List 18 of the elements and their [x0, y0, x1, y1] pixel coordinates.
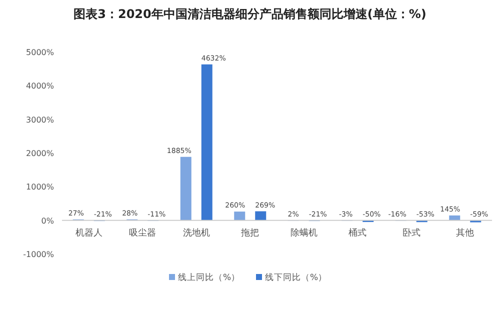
x-tick-label: 洗地机	[182, 227, 210, 238]
legend-label: 线下同比（%）	[265, 272, 328, 283]
y-tick-label: 0%	[41, 216, 54, 226]
y-tick-label: 1000%	[26, 182, 54, 192]
x-tick-label: 吸尘器	[129, 227, 156, 238]
y-tick-label: -1000%	[23, 250, 54, 259]
y-tick-label: 5000%	[26, 48, 54, 57]
y-tick-label: 2000%	[26, 149, 54, 158]
x-tick-label: 卧式	[402, 227, 420, 238]
x-tick-label: 除螨机	[290, 227, 318, 238]
x-tick-label: 机器人	[75, 227, 102, 238]
x-tick-label: 拖把	[240, 227, 260, 238]
y-tick-label: 4000%	[26, 82, 54, 91]
chart-title: 图表3：2020年中国清洁电器细分产品销售额同比增速(单位：%)	[74, 7, 426, 21]
legend-label: 线上同比（%）	[178, 272, 240, 283]
x-tick-label: 桶式	[348, 227, 367, 238]
x-tick-label: 其他	[456, 227, 474, 238]
y-tick-label: 3000%	[26, 115, 54, 124]
